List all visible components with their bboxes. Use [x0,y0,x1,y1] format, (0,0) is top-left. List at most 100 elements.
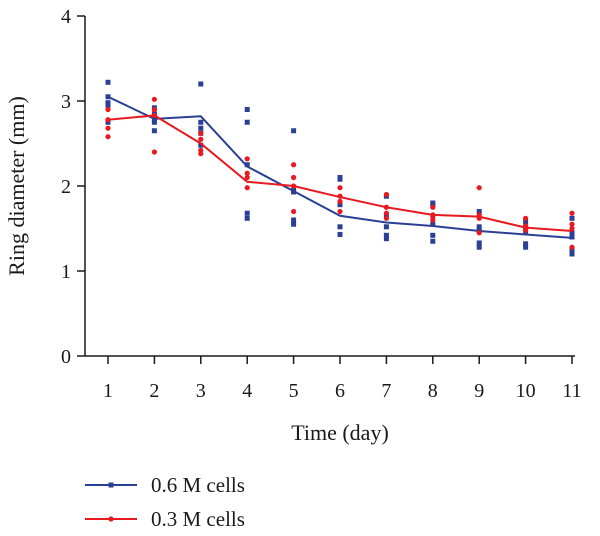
x-axis-label: Time (day) [291,420,389,445]
x-tick-label: 3 [196,380,206,402]
legend-item-0-6-m-cells: 0.6 M cells [85,473,245,497]
data-point [337,176,343,182]
data-point [244,185,250,191]
data-point [523,227,529,233]
data-point [337,202,343,208]
data-point [337,231,343,237]
data-point [105,100,111,106]
data-point [569,234,575,240]
x-tick-label: 10 [516,380,536,402]
data-point [476,185,482,191]
data-point [337,193,343,199]
data-point [291,183,297,189]
legend: 0.6 M cells 0.3 M cells [85,473,245,531]
data-point [476,230,482,236]
data-point [523,219,529,225]
data-point [105,79,111,85]
data-point [430,217,436,223]
data-point [383,224,389,230]
data-point [244,174,250,181]
data-point [198,136,204,142]
series-0-6-m-cells [105,79,575,257]
data-point [569,225,575,232]
data-point [244,156,250,162]
legend-item-0-3-m-cells: 0.3 M cells [85,507,245,531]
data-point [430,221,436,227]
data-point [523,244,529,250]
data-point [523,215,529,221]
data-point [383,204,389,210]
data-point [337,208,343,215]
data-point [198,81,204,87]
plot-area [105,79,575,257]
x-tick-label: 7 [381,380,391,402]
data-point [198,119,204,125]
legend-marker [108,482,114,488]
data-point [105,106,111,113]
legend-label: 0.6 M cells [151,473,245,497]
axes [84,16,575,357]
data-point [383,191,389,198]
data-point [569,221,575,227]
y-tick-label: 0 [61,346,71,368]
legend-label: 0.3 M cells [151,507,245,531]
x-tick-label: 2 [149,380,159,402]
data-point [476,224,482,230]
x-tick-label: 4 [242,380,252,402]
x-tick-label: 6 [335,380,345,402]
data-point [383,232,389,238]
data-point [105,125,111,131]
data-point [569,244,575,250]
data-point [337,185,343,191]
data-point [291,208,297,215]
data-point [105,94,111,100]
data-point [476,209,482,214]
y-tick-label: 4 [61,6,71,28]
data-point [198,151,204,157]
data-point [430,232,436,238]
data-point [151,106,157,113]
y-axis-label: Ring diameter (mm) [4,96,29,276]
data-point [291,217,297,223]
data-point [523,241,529,247]
data-point [151,149,157,155]
data-point [569,215,575,221]
data-point [105,117,111,123]
data-point [383,236,389,242]
data-point [244,210,250,216]
y-tick-label: 3 [61,91,71,113]
data-point [198,125,204,131]
data-point [430,238,436,244]
data-point [569,210,575,216]
data-point [151,119,157,125]
data-point [569,230,575,236]
data-point [291,174,297,181]
data-point [337,224,343,230]
data-point [337,198,343,204]
y-ticks: 0 1 2 3 4 [61,6,85,368]
legend-marker [108,516,114,522]
data-point [198,130,204,136]
data-point [291,128,297,134]
data-point [151,96,157,102]
data-point [105,134,111,140]
data-point [383,215,389,221]
data-point [244,107,250,112]
data-point [476,215,482,221]
data-point [291,189,297,195]
data-point [476,244,482,250]
series-0-3-m-cells [105,96,575,250]
data-point [151,117,157,123]
x-tick-label: 8 [428,380,438,402]
data-point [105,102,111,108]
y-tick-label: 1 [61,261,71,283]
data-point [151,128,157,134]
data-point [569,251,575,257]
data-point [291,221,297,227]
data-point [476,240,482,246]
x-ticks: 1 2 3 4 5 6 7 8 9 10 11 [103,356,582,402]
data-point [244,119,250,125]
data-point [244,215,250,221]
data-point [430,204,436,210]
